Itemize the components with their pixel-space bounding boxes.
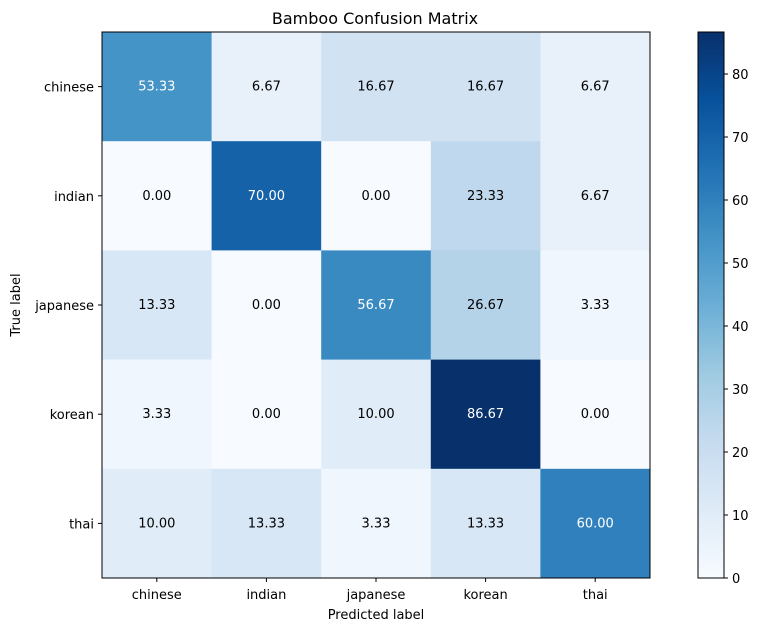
heatmap-cell [540,141,651,251]
x-tick-label: japanese [346,588,406,603]
cell-value-label: 23.33 [467,189,504,204]
heatmap-cell [430,250,541,361]
cell-value-label: 3.33 [362,516,391,531]
cell-value-label: 53.33 [138,80,175,95]
heatmap-cell [430,32,541,142]
heatmap-cell [540,359,651,470]
heatmap-cell [540,32,651,142]
cell-value-label: 6.67 [581,80,610,95]
cell-value-label: 6.67 [581,189,610,204]
colorbar-ticks: 0 10 20 30 40 50 60 70 80 [724,68,749,587]
x-tick-label: indian [246,588,286,603]
colorbar [697,31,725,579]
chart-title: Bamboo Confusion Matrix [272,9,478,28]
heatmap-cell [211,141,322,251]
cell-value-label: 13.33 [248,516,285,531]
y-axis-ticks: chinese indian japanese korean thai [34,81,102,532]
cell-value-label: 3.33 [142,407,171,422]
heatmap-cell [321,468,432,579]
cell-value-label: 6.67 [252,80,281,95]
cell-value-label: 13.33 [467,516,504,531]
y-tick-label: japanese [34,299,94,314]
cell-value-label: 0.00 [581,407,610,422]
heatmap-cell [540,468,651,579]
heatmap-cells: 53.33 6.67 16.67 16.67 6.67 0.00 70.00 0.00 23.3… [102,32,651,579]
cell-value-label: 0.00 [252,407,281,422]
colorbar-tick-label: 70 [732,131,749,146]
colorbar-tick-label: 0 [732,572,740,587]
cell-value-label: 86.67 [467,407,504,422]
y-tick-label: chinese [44,81,94,96]
colorbar-tick-label: 30 [732,383,749,398]
heatmap-cell [321,32,432,142]
cell-value-label: 16.67 [467,80,504,95]
heatmap-cell [321,250,432,361]
heatmap-cell [430,141,541,251]
heatmap-cell [321,141,432,251]
colorbar-tick-label: 40 [732,320,749,335]
cell-value-label: 70.00 [248,189,285,204]
colorbar-tick-label: 50 [732,257,749,272]
cell-value-label: 16.67 [357,80,394,95]
cell-value-label: 0.00 [142,189,171,204]
cell-value-label: 0.00 [252,298,281,313]
y-axis-label: True label [9,273,24,337]
heatmap-cell [211,250,322,361]
cell-value-label: 10.00 [138,516,175,531]
heatmap-cell [430,359,541,470]
cell-value-label: 3.33 [581,298,610,313]
heatmap-cell [540,250,651,361]
colorbar-tick-label: 10 [732,509,749,524]
heatmap-cell [211,32,322,142]
cell-value-label: 10.00 [357,407,394,422]
cell-value-label: 26.67 [467,298,504,313]
x-tick-label: korean [463,588,507,603]
cell-value-label: 56.67 [357,298,394,313]
heatmap-cell [321,359,432,470]
heatmap-cell [430,468,541,579]
y-tick-label: indian [54,190,94,205]
x-axis-label: Predicted label [328,608,425,623]
y-tick-label: thai [69,517,94,532]
x-tick-label: chinese [132,588,182,603]
y-tick-label: korean [50,408,94,423]
heatmap-cell [211,359,322,470]
colorbar-tick-label: 20 [732,446,749,461]
heatmap-cell [102,359,213,470]
cell-value-label: 60.00 [577,516,614,531]
heatmap-cell [211,468,322,579]
heatmap-cell [102,141,213,251]
x-axis-ticks: chinese indian japanese korean thai [132,578,608,603]
colorbar-tick-label: 60 [732,194,749,209]
heatmap-cell [102,32,213,142]
cell-value-label: 13.33 [138,298,175,313]
cell-value-label: 0.00 [362,189,391,204]
colorbar-tick-label: 80 [732,68,749,83]
heatmap-cell [102,250,213,361]
heatmap-cell [102,468,213,579]
x-tick-label: thai [583,588,608,603]
